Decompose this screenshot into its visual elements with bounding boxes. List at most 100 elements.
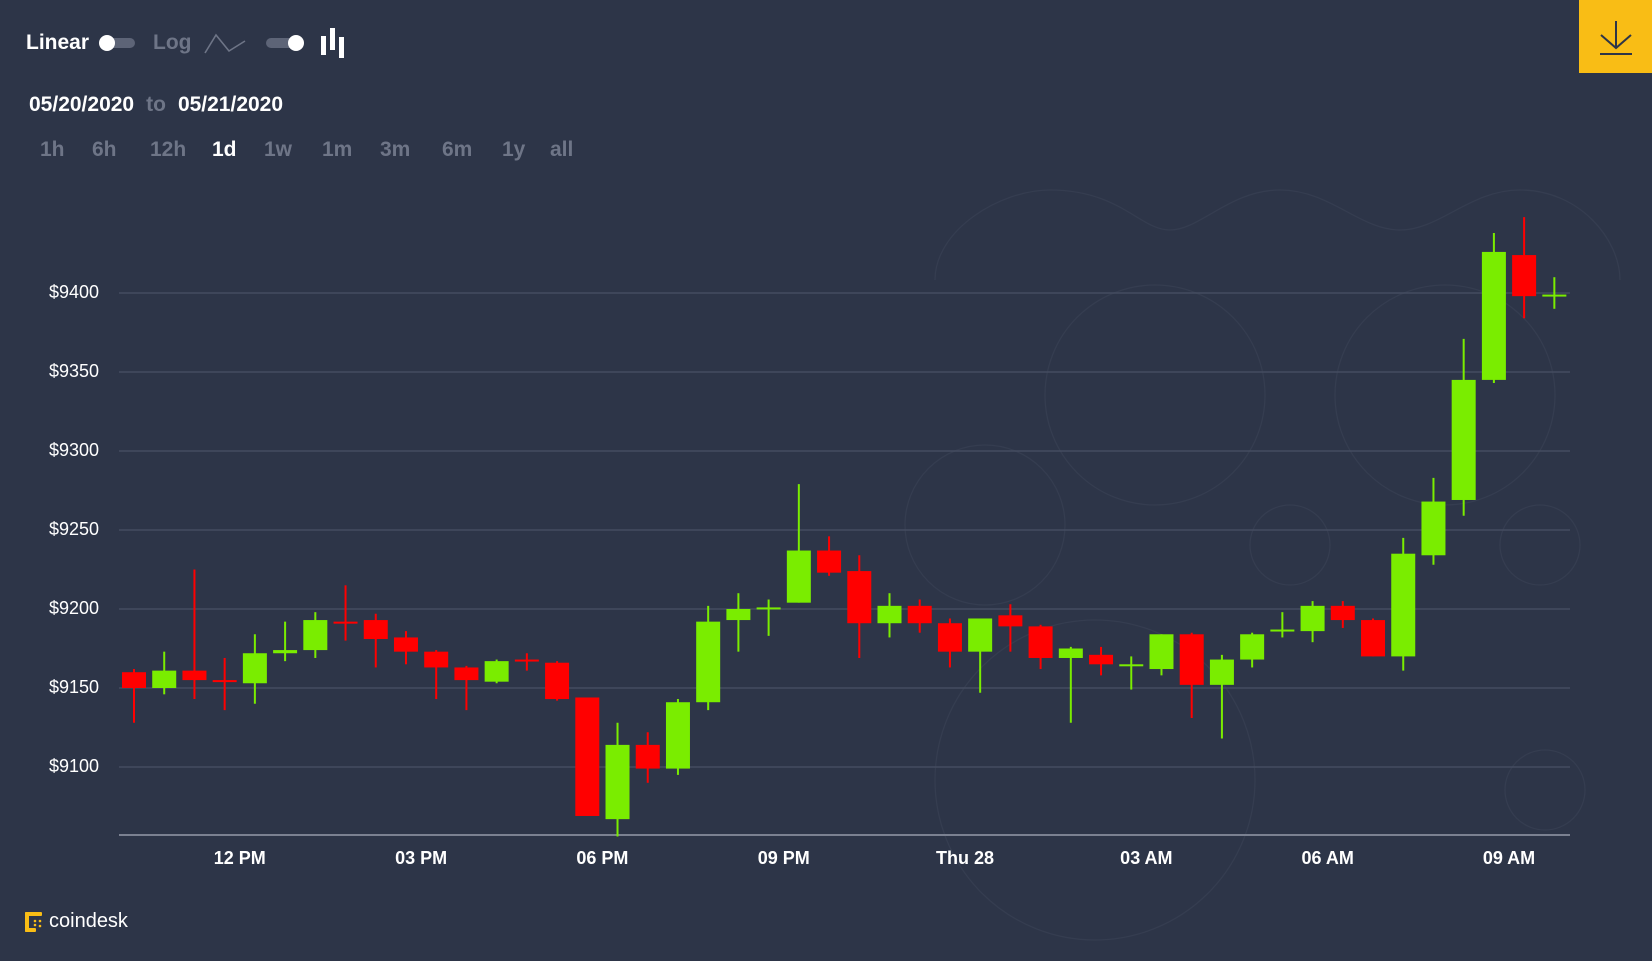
range-6h[interactable]: 6h	[92, 138, 117, 161]
candle[interactable]	[968, 618, 993, 693]
candle-body	[242, 653, 267, 684]
download-button[interactable]	[1579, 0, 1652, 73]
candle[interactable]	[1209, 654, 1234, 739]
candle-body	[454, 667, 479, 681]
scale-log-label[interactable]: Log	[153, 31, 192, 54]
candle[interactable]	[1512, 217, 1537, 319]
candle-body	[182, 670, 207, 681]
candle[interactable]	[1361, 618, 1386, 657]
candle[interactable]	[242, 634, 267, 704]
candle[interactable]	[907, 599, 932, 633]
y-tick-label: $9400	[49, 282, 100, 302]
candle[interactable]	[937, 618, 962, 668]
range-all[interactable]: all	[550, 138, 574, 161]
coindesk-logo[interactable]: coindesk	[25, 910, 128, 933]
candle[interactable]	[1089, 646, 1114, 676]
candle-body	[484, 661, 509, 682]
candle-body	[817, 550, 842, 573]
candle[interactable]	[1149, 634, 1174, 676]
candle[interactable]	[998, 604, 1023, 652]
gridlines	[119, 292, 1570, 768]
candle[interactable]	[1451, 338, 1476, 516]
candle[interactable]	[545, 661, 570, 701]
x-tick-label: 09 AM	[1482, 848, 1536, 868]
candle-body	[1300, 605, 1325, 632]
scale-linear-label[interactable]: Linear	[26, 31, 90, 54]
candle[interactable]	[696, 605, 721, 711]
candle-body	[786, 550, 811, 603]
candle[interactable]	[1330, 601, 1355, 628]
candlestick-chart-icon[interactable]	[320, 28, 346, 58]
candle[interactable]	[333, 585, 358, 641]
candle[interactable]	[817, 536, 842, 576]
candle[interactable]	[1300, 601, 1325, 643]
candle[interactable]	[1542, 277, 1567, 309]
scale-toggle[interactable]	[99, 35, 136, 51]
candle[interactable]	[424, 650, 449, 700]
candle[interactable]	[393, 631, 418, 665]
candle[interactable]	[575, 697, 600, 816]
candle[interactable]	[877, 593, 902, 638]
candle[interactable]	[484, 659, 509, 684]
candle-body	[545, 662, 570, 700]
candle[interactable]	[363, 613, 388, 668]
range-1d[interactable]: 1d	[212, 138, 237, 161]
date-from[interactable]: 05/20/2020	[29, 93, 135, 116]
candle-body	[152, 670, 177, 688]
candle-body	[1028, 626, 1053, 658]
candle[interactable]	[665, 699, 690, 775]
y-tick-label: $9200	[49, 598, 100, 618]
candle[interactable]	[182, 569, 207, 700]
candle-body	[122, 672, 146, 688]
candle-body	[1330, 605, 1355, 621]
candle[interactable]	[1028, 624, 1053, 670]
range-1h[interactable]: 1h	[40, 138, 65, 161]
candle[interactable]	[303, 612, 328, 658]
candle[interactable]	[1421, 477, 1446, 565]
range-1m[interactable]: 1m	[322, 138, 353, 161]
range-1y[interactable]: 1y	[502, 138, 526, 161]
candle-body	[333, 621, 358, 624]
download-icon	[1599, 20, 1632, 55]
candle[interactable]	[847, 555, 872, 658]
candle-body	[756, 607, 781, 610]
candle[interactable]	[1119, 656, 1144, 690]
chart-type-toggle[interactable]	[265, 35, 304, 51]
candle[interactable]	[514, 653, 539, 671]
candle[interactable]	[756, 599, 781, 636]
range-3m[interactable]: 3m	[380, 138, 411, 161]
candle-body	[575, 697, 600, 816]
candle[interactable]	[1481, 232, 1506, 384]
date-to[interactable]: 05/21/2020	[177, 93, 284, 116]
candle[interactable]	[454, 665, 479, 711]
candle[interactable]	[152, 651, 177, 695]
candle-body	[1361, 620, 1386, 657]
range-1w[interactable]: 1w	[264, 138, 293, 161]
candle[interactable]	[786, 484, 811, 603]
range-6m[interactable]: 6m	[442, 138, 473, 161]
candle[interactable]	[726, 593, 751, 652]
candle-body	[1179, 634, 1204, 685]
candle-body	[635, 744, 660, 769]
candle[interactable]	[273, 621, 298, 662]
candle[interactable]	[1179, 632, 1204, 719]
line-chart-icon[interactable]	[203, 31, 246, 55]
candle-body	[726, 609, 751, 621]
range-12h[interactable]: 12h	[150, 138, 187, 161]
background-decoration	[904, 189, 1621, 941]
candle[interactable]	[212, 657, 237, 711]
candle[interactable]	[1270, 612, 1295, 638]
candle[interactable]	[635, 732, 660, 783]
candle[interactable]	[1391, 537, 1416, 671]
candle-body	[1391, 553, 1416, 657]
candle-body	[998, 615, 1023, 627]
candle-body	[1421, 501, 1446, 556]
x-tick-label: 06 PM	[576, 848, 629, 868]
candle[interactable]	[605, 722, 630, 837]
candle-body	[1089, 654, 1114, 665]
candle[interactable]	[1058, 646, 1083, 723]
x-tick-label: 09 PM	[757, 848, 810, 868]
candle[interactable]	[1240, 632, 1265, 668]
candle[interactable]	[122, 669, 146, 723]
